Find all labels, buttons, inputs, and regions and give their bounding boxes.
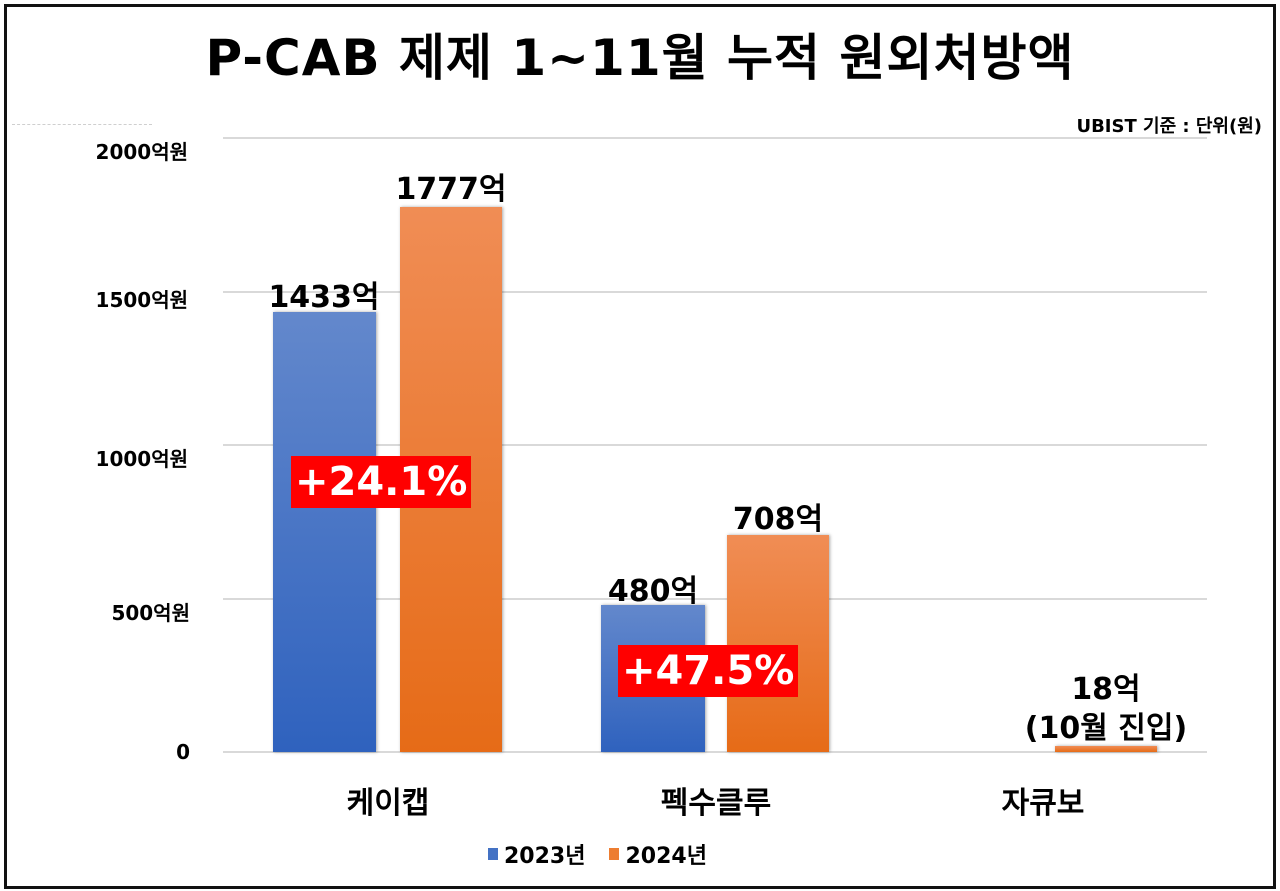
gridline-2000 [223, 137, 1207, 139]
decorative-dash-line [12, 124, 152, 125]
bar-zacubo-2024 [1055, 746, 1157, 752]
x-label-fexuclue: 펙수클루 [660, 786, 772, 821]
gridline-1500 [223, 291, 1207, 293]
data-label-kcab-2024: 1777억 [395, 172, 507, 207]
legend-swatch-2024-icon [609, 848, 620, 860]
bar-fexuclue-2024 [727, 535, 829, 752]
gridline-500 [223, 598, 1207, 600]
gridline-0 [223, 751, 1207, 753]
bar-kcab-2023 [273, 312, 376, 752]
data-label-zacubo-2024: 18억 [1071, 672, 1141, 707]
chart-legend: 2023년 2024년 [488, 838, 707, 870]
legend-swatch-2023-icon [488, 848, 498, 860]
legend-label-2024: 2024년 [625, 844, 707, 869]
y-tick-2000: 2000억원 [95, 140, 188, 164]
x-label-kcab: 케이캡 [346, 786, 430, 821]
y-tick-500: 500억원 [111, 601, 190, 625]
x-label-zacubo: 자큐보 [1001, 786, 1085, 821]
legend-item-2024: 2024년 [609, 838, 707, 870]
data-label-fexuclue-2024: 708억 [732, 502, 824, 537]
data-label-fexuclue-2023: 480억 [607, 574, 699, 609]
plot-area [223, 137, 1207, 753]
gridline-1000 [223, 444, 1207, 446]
growth-badge-kcab: +24.1% [291, 456, 472, 508]
y-tick-1500: 1500억원 [95, 288, 188, 312]
chart-subtitle: UBIST 기준 : 단위(원) [1076, 116, 1262, 137]
legend-label-2023: 2023년 [504, 844, 586, 869]
growth-badge-fexuclue: +47.5% [618, 645, 799, 697]
data-label-kcab-2023: 1433억 [268, 280, 380, 315]
y-tick-0: 0 [176, 740, 190, 764]
chart-title: P-CAB 제제 1~11월 누적 원외처방액 [205, 29, 1075, 87]
y-tick-1000: 1000억원 [95, 447, 188, 471]
data-label-zacubo-note: (10월 진입) [1024, 711, 1188, 746]
chart-frame [4, 4, 1276, 889]
legend-item-2023: 2023년 [488, 838, 585, 870]
